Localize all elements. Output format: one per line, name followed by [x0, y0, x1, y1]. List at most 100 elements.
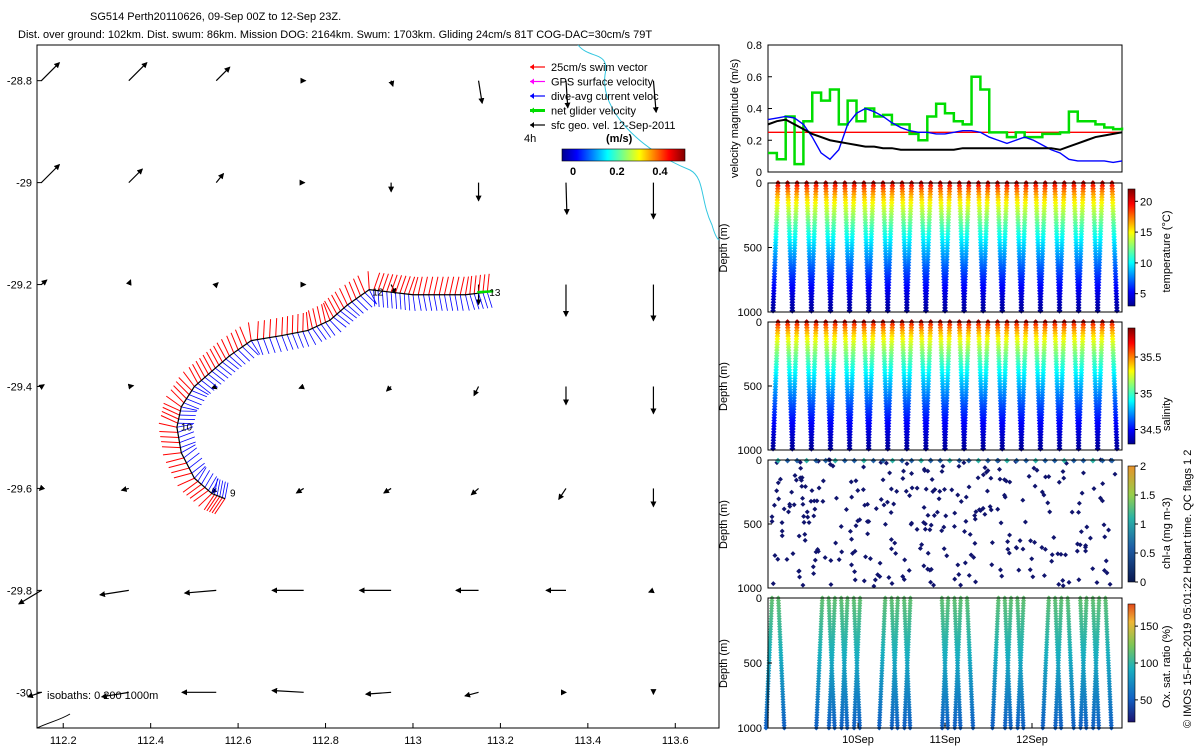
section-marker [790, 551, 796, 557]
section-marker [870, 457, 877, 464]
current-vector [469, 294, 476, 310]
swim-vector [381, 273, 389, 292]
section-marker [861, 457, 867, 464]
current-vector [333, 316, 347, 328]
section-marker [1058, 551, 1064, 557]
swim-vector [162, 452, 182, 456]
section-marker [841, 457, 848, 464]
section-marker [820, 478, 826, 484]
geo-velocity-arrow [564, 80, 571, 109]
current-vector [216, 479, 221, 496]
section-marker [855, 488, 861, 494]
section-marker [955, 562, 961, 568]
section-marker [796, 533, 802, 539]
legend-label: net glider velocity [551, 106, 636, 118]
current-vector [297, 332, 304, 348]
section-marker [1042, 457, 1049, 464]
section-marker [888, 537, 894, 543]
section-marker [769, 514, 775, 520]
current-vector [444, 294, 448, 311]
section-marker [919, 542, 925, 548]
section-marker [810, 564, 816, 570]
current-vector [428, 294, 433, 311]
section-marker [906, 567, 912, 573]
current-vector [183, 402, 200, 410]
legend-swatch-head [530, 64, 534, 70]
section-marker [1032, 483, 1038, 489]
swim-vector [327, 297, 338, 315]
section-marker [939, 468, 945, 474]
swim-vector [171, 467, 190, 474]
section-marker [809, 488, 815, 494]
map-x-tick-label: 113.6 [662, 735, 689, 747]
swim-vector [312, 308, 318, 327]
swim-vector [209, 348, 220, 366]
section-marker [849, 562, 854, 568]
swim-vector [177, 477, 195, 487]
section-marker [917, 545, 923, 551]
section-marker [1030, 574, 1036, 580]
geo-velocity-arrow [40, 279, 48, 286]
current-vector [263, 338, 270, 355]
section-marker [946, 457, 953, 464]
swim-vector [275, 318, 278, 337]
section-marker [779, 520, 785, 526]
section-marker [966, 457, 972, 464]
velocity-tick-label: 0.2 [747, 135, 762, 147]
map-x-tick-label: 113 [404, 735, 422, 747]
swim-vector [203, 494, 215, 511]
section-marker [769, 518, 775, 524]
section-marker [958, 582, 964, 588]
current-vector [343, 307, 357, 319]
section-marker [899, 457, 905, 464]
section-marker [985, 457, 991, 464]
section-marker [881, 502, 887, 508]
depth-tick-label: 500 [744, 243, 762, 255]
section-marker [1078, 529, 1084, 535]
swim-vector [469, 275, 473, 295]
section-marker [784, 457, 791, 464]
swim-vector [211, 497, 223, 514]
map-y-tick-label: -29.6 [7, 483, 32, 495]
section-marker [1056, 479, 1062, 485]
current-vector [486, 292, 493, 308]
swim-vector [281, 317, 284, 336]
section-marker [1102, 534, 1108, 540]
section-marker [952, 510, 958, 516]
section-marker [816, 485, 822, 491]
section-marker [952, 576, 958, 582]
velocity-y-ticks: 00.20.40.60.8 [747, 40, 772, 179]
current-vector [381, 291, 384, 308]
map-x-tick-label: 112.4 [137, 735, 164, 747]
section-marker [894, 488, 900, 494]
geo-velocity-arrow [385, 385, 393, 392]
current-vector [229, 355, 242, 368]
geo-velocity-arrow [647, 587, 655, 594]
section-marker [801, 513, 807, 519]
geo-velocity-arrow [298, 383, 305, 390]
section-marker [989, 562, 995, 568]
current-vector [399, 293, 402, 310]
section-marker [1017, 538, 1023, 544]
legend-label: GPS surface velocity [551, 77, 654, 89]
swim-vector [408, 276, 416, 295]
current-vector [423, 294, 427, 311]
section-marker [853, 478, 859, 484]
geo-velocity-arrow [473, 386, 480, 397]
section-marker [944, 553, 950, 559]
section-marker [849, 536, 855, 542]
current-vector [386, 291, 389, 308]
section-marker [903, 488, 909, 494]
current-vector [211, 478, 219, 494]
section-marker [956, 463, 962, 469]
section-marker [803, 457, 810, 464]
geo-velocity-arrow [127, 383, 135, 390]
map-x-tick-label: 112.8 [312, 735, 339, 747]
current-vector [403, 293, 406, 311]
section-marker [781, 506, 787, 512]
geo-velocity-arrow [125, 279, 132, 286]
section-marker [972, 540, 978, 546]
swim-vector [206, 351, 216, 369]
section-marker [963, 494, 969, 500]
